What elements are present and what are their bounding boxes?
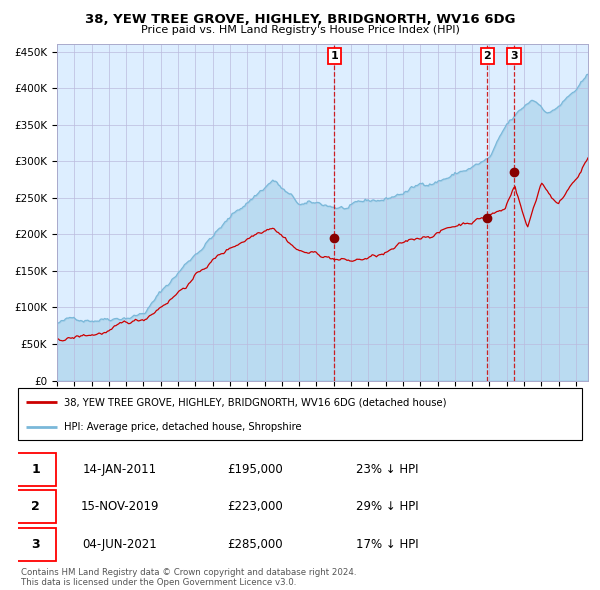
Text: 38, YEW TREE GROVE, HIGHLEY, BRIDGNORTH, WV16 6DG (detached house): 38, YEW TREE GROVE, HIGHLEY, BRIDGNORTH,…: [64, 397, 447, 407]
Text: 15-NOV-2019: 15-NOV-2019: [80, 500, 159, 513]
Text: 1: 1: [31, 463, 40, 476]
Text: £285,000: £285,000: [227, 538, 283, 551]
Text: £195,000: £195,000: [227, 463, 283, 476]
Text: 38, YEW TREE GROVE, HIGHLEY, BRIDGNORTH, WV16 6DG: 38, YEW TREE GROVE, HIGHLEY, BRIDGNORTH,…: [85, 13, 515, 26]
Text: 17% ↓ HPI: 17% ↓ HPI: [356, 538, 419, 551]
Text: 1: 1: [331, 51, 338, 61]
Text: HPI: Average price, detached house, Shropshire: HPI: Average price, detached house, Shro…: [64, 422, 302, 431]
FancyBboxPatch shape: [15, 453, 56, 486]
Text: Contains HM Land Registry data © Crown copyright and database right 2024.: Contains HM Land Registry data © Crown c…: [21, 568, 356, 576]
FancyBboxPatch shape: [15, 528, 56, 561]
FancyBboxPatch shape: [15, 490, 56, 523]
Text: 04-JUN-2021: 04-JUN-2021: [82, 538, 157, 551]
FancyBboxPatch shape: [18, 388, 582, 440]
Text: 2: 2: [31, 500, 40, 513]
Text: 2: 2: [483, 51, 491, 61]
Text: 29% ↓ HPI: 29% ↓ HPI: [356, 500, 419, 513]
Text: 3: 3: [510, 51, 518, 61]
Text: 3: 3: [31, 538, 40, 551]
Text: £223,000: £223,000: [227, 500, 283, 513]
Text: 14-JAN-2011: 14-JAN-2011: [82, 463, 157, 476]
Text: 23% ↓ HPI: 23% ↓ HPI: [356, 463, 419, 476]
Text: Price paid vs. HM Land Registry's House Price Index (HPI): Price paid vs. HM Land Registry's House …: [140, 25, 460, 35]
Text: This data is licensed under the Open Government Licence v3.0.: This data is licensed under the Open Gov…: [21, 578, 296, 587]
